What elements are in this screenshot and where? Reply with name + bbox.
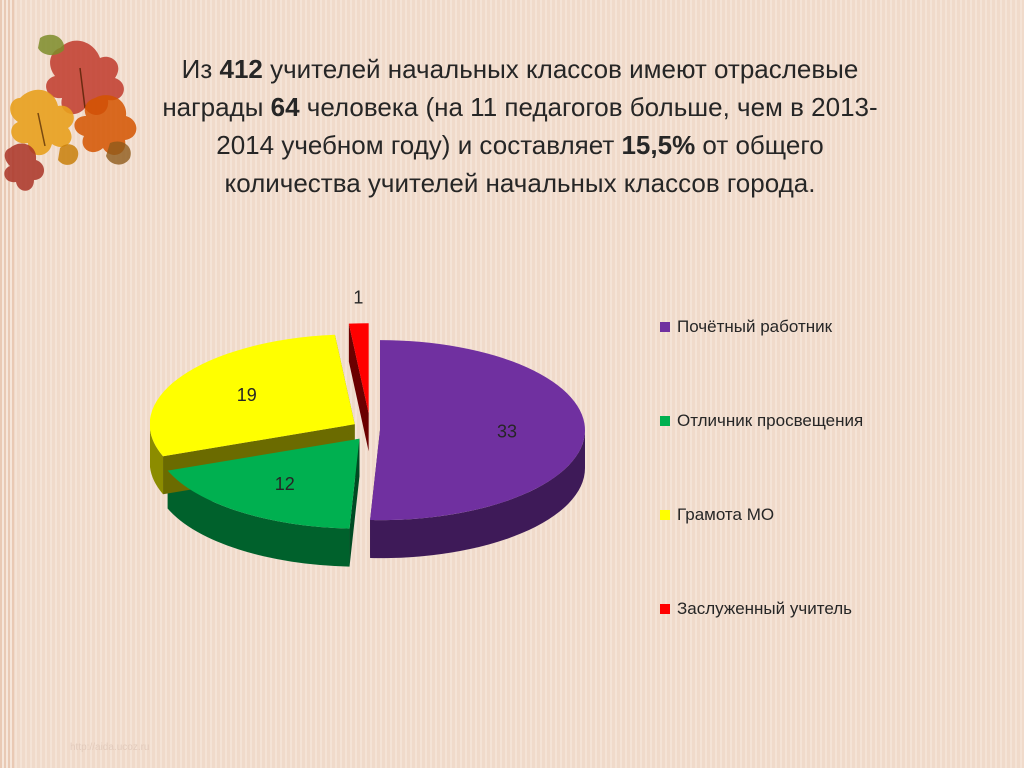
slice-2: [150, 334, 355, 457]
title-part-2: учителей начальных классов имеют отрасле…: [162, 54, 859, 122]
data-label-1: 12: [275, 474, 295, 494]
title-part-4: от общего количества учителей начальных …: [224, 130, 824, 198]
legend-item-2: Грамота МО: [660, 504, 774, 526]
slice-3: [348, 323, 369, 414]
legend-label-1: Отличник просвещения: [677, 411, 864, 430]
legend-label-2: Грамота МО: [677, 505, 775, 524]
autumn-leaves-decoration: [4, 34, 137, 191]
awards-pie-chart: 33 12 19 1: [150, 290, 585, 567]
legend-swatch-1: [660, 416, 670, 426]
legend-label-3: Заслуженный учитель: [677, 599, 852, 618]
slice-1: [167, 438, 360, 529]
awarded-percent: 15,5%: [621, 130, 696, 160]
legend-swatch-2: [660, 510, 670, 520]
legend-item-0: Почётный работник: [660, 316, 832, 338]
slice-side-3: [348, 323, 369, 452]
source-watermark: http://aida.ucoz.ru: [70, 742, 150, 753]
slice-0: [370, 340, 585, 521]
data-label-3: 1: [353, 290, 363, 307]
title-part-1: Из: [181, 54, 220, 84]
title-part-3: человека (на 11 педагогов больше, чем в …: [216, 92, 878, 160]
data-label-2: 19: [237, 385, 257, 405]
legend-item-1: Отличник просвещения: [660, 410, 863, 432]
slide-title: Из 412 учителей начальных классов имеют …: [150, 50, 890, 202]
legend-item-3: Заслуженный учитель: [660, 598, 852, 620]
left-decorative-stripe: [0, 0, 14, 768]
legend-swatch-0: [660, 322, 670, 332]
legend-swatch-3: [660, 604, 670, 614]
data-label-0: 33: [497, 421, 517, 441]
total-teachers-count: 412: [219, 54, 263, 84]
awarded-count: 64: [270, 92, 300, 122]
legend-label-0: Почётный работник: [677, 317, 833, 336]
